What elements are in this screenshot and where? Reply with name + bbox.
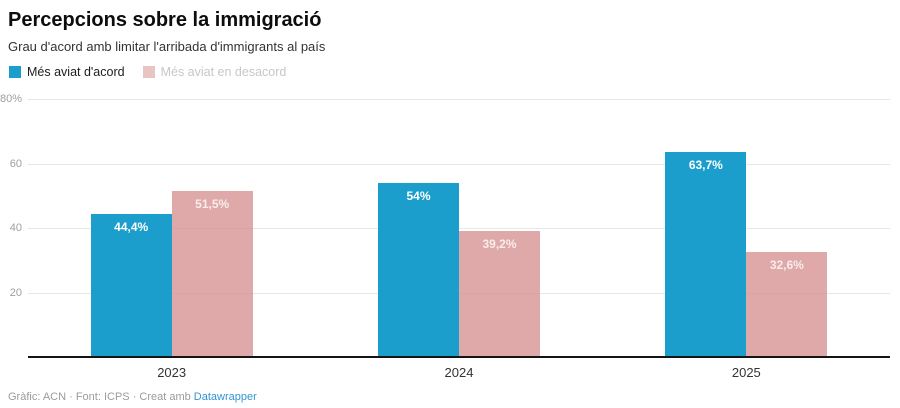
bar-acord-2023[interactable]	[90, 213, 172, 357]
y-axis-tick-label: 80%	[0, 93, 23, 105]
gridline	[28, 163, 890, 165]
plot-area: 80% 60 40 20 44,4% 51,5% 2023 54% 39,2% 2024 63,7%…	[0, 79, 900, 380]
y-axis-tick-label: 40	[9, 222, 22, 234]
footer-credit: Gràfic: ACN · Font: ICPS · Creat amb	[8, 391, 191, 403]
legend-swatch-desacord	[142, 65, 155, 78]
bar-value-label: 44,4%	[114, 219, 149, 234]
chart-subtitle: Grau d'acord amb limitar l'arribada d'im…	[8, 39, 326, 54]
bar-desacord-2024[interactable]	[459, 230, 540, 357]
legend: Més aviat d'acord Més aviat en desacord	[8, 64, 900, 79]
bar-acord-2025[interactable]	[665, 151, 747, 357]
chart-header: Percepcions sobre la immigració Grau d'a…	[0, 0, 900, 79]
bar-desacord-2023[interactable]	[171, 190, 253, 357]
x-axis-label: 2025	[731, 365, 761, 380]
legend-item-acord[interactable]: Més aviat d'acord	[9, 65, 125, 79]
chart-title: Percepcions sobre la immigració	[8, 9, 322, 31]
footer: Gràfic: ACN · Font: ICPS · Creat amb Data…	[8, 391, 900, 404]
bar-desacord-2025[interactable]	[746, 251, 828, 357]
y-axis-tick-label: 60	[9, 157, 22, 170]
gridline	[28, 99, 890, 100]
bar-acord-2024[interactable]	[378, 182, 459, 357]
bar-value-label: 63,7%	[688, 157, 723, 172]
bar-value-label: 32,6%	[769, 257, 804, 272]
gridline	[28, 228, 890, 229]
bar-value-label: 51,5%	[195, 196, 230, 211]
legend-swatch-acord	[9, 65, 21, 78]
x-axis-line	[28, 356, 890, 358]
y-axis-tick-label: 20	[9, 286, 22, 299]
bar-value-label: 54%	[406, 188, 431, 203]
legend-label-acord: Més aviat d'acord	[27, 64, 125, 79]
x-axis-label: 2024	[444, 365, 474, 380]
x-axis-label: 2023	[157, 365, 187, 380]
legend-label-desacord: Més aviat en desacord	[160, 64, 287, 79]
bar-value-label: 39,2%	[482, 236, 517, 251]
datawrapper-link[interactable]: Datawrapper	[193, 391, 257, 403]
legend-item-desacord[interactable]: Més aviat en desacord	[142, 64, 287, 79]
